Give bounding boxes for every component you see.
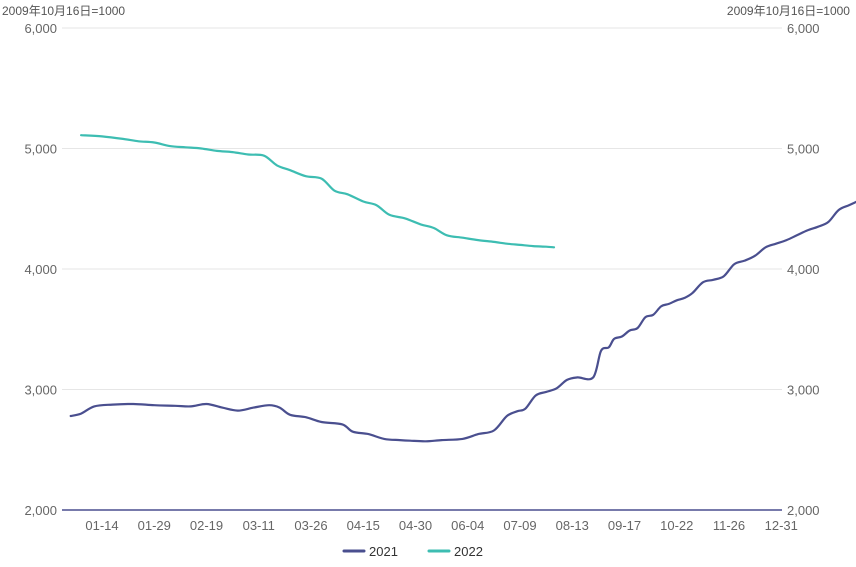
x-axis: 01-14 01-29 02-19 03-11 03-26 04-15 04-30 06-04…: [85, 518, 798, 533]
x-tick-label: 11-26: [713, 518, 745, 533]
x-tick-label: 01-14: [85, 518, 118, 533]
y-tick-label-left: 5,000: [24, 142, 57, 157]
legend[interactable]: 2021 2022: [342, 544, 483, 559]
x-tick-label: 01-29: [138, 518, 171, 533]
x-tick-label: 08-13: [556, 518, 589, 533]
series-line-2022: [80, 134, 556, 249]
x-tick-label: 12-31: [765, 518, 798, 533]
right-y-axis: 2,000 3,000 4,000 5,000 6,000: [787, 21, 820, 518]
gridlines: [62, 27, 782, 511]
series-line-2021: [69, 200, 856, 443]
y-tick-label-right: 3,000: [787, 383, 820, 398]
x-tick-label: 07-09: [503, 518, 536, 533]
y-tick-label-right: 5,000: [787, 142, 820, 157]
series-lines: [69, 134, 856, 443]
y-tick-label-right: 2,000: [787, 503, 820, 518]
y-tick-label-left: 6,000: [24, 21, 57, 36]
legend-label: 2021: [369, 544, 398, 559]
y-tick-label-left: 2,000: [24, 503, 57, 518]
y-tick-label-left: 4,000: [24, 262, 57, 277]
left-y-axis: 2,000 3,000 4,000 5,000 6,000: [24, 21, 57, 518]
x-tick-label: 04-15: [347, 518, 380, 533]
y-tick-label-right: 6,000: [787, 21, 820, 36]
x-tick-label: 04-30: [399, 518, 432, 533]
x-tick-label: 03-11: [243, 518, 275, 533]
legend-item-2021[interactable]: 2021: [342, 544, 398, 559]
x-tick-label: 09-17: [608, 518, 641, 533]
legend-label: 2022: [454, 544, 483, 559]
x-tick-label: 06-04: [451, 518, 484, 533]
x-tick-label: 03-26: [294, 518, 327, 533]
right-axis-unit-label: 2009年10月16日=1000: [727, 4, 850, 18]
x-tick-label: 02-19: [190, 518, 223, 533]
y-tick-label-left: 3,000: [24, 383, 57, 398]
left-axis-unit-label: 2009年10月16日=1000: [2, 4, 125, 18]
y-tick-label-right: 4,000: [787, 262, 820, 277]
legend-item-2022[interactable]: 2022: [427, 544, 483, 559]
x-tick-label: 10-22: [660, 518, 693, 533]
